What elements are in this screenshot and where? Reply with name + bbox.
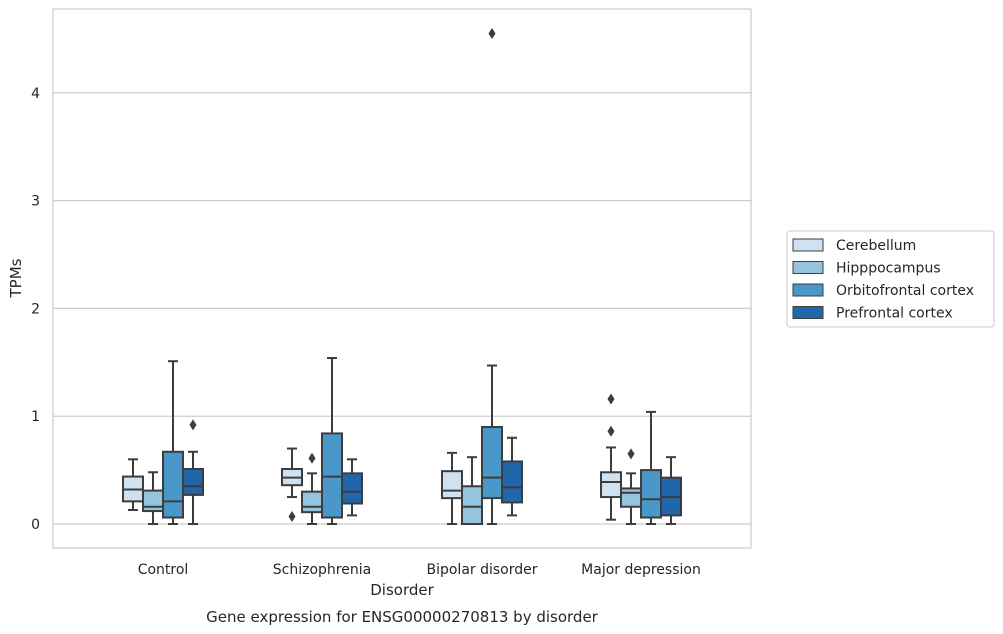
x-tick-label: Schizophrenia bbox=[273, 562, 371, 578]
legend-label: Prefrontal cortex bbox=[836, 306, 953, 322]
box-iqr bbox=[461, 485, 483, 525]
box-group bbox=[122, 458, 144, 511]
legend-label: Cerebellum bbox=[836, 238, 916, 254]
box-group bbox=[501, 436, 523, 517]
box-group bbox=[341, 458, 363, 517]
y-tick-label: 1 bbox=[31, 409, 40, 425]
box-iqr bbox=[501, 460, 523, 504]
outlier-point bbox=[627, 448, 635, 460]
legend-frame bbox=[786, 230, 995, 328]
outlier-point bbox=[288, 510, 296, 522]
legend-swatch bbox=[792, 261, 824, 274]
box-group bbox=[321, 356, 343, 525]
box-group bbox=[660, 456, 682, 525]
x-tick-label: Major depression bbox=[581, 562, 701, 578]
y-tick-label: 0 bbox=[31, 517, 40, 533]
y-tick-label: 4 bbox=[31, 86, 40, 102]
outlier-point bbox=[607, 425, 615, 437]
box-iqr bbox=[182, 468, 204, 496]
legend-swatch bbox=[792, 283, 824, 297]
box-group bbox=[441, 451, 463, 525]
outlier-point bbox=[189, 419, 197, 431]
box-iqr bbox=[301, 490, 323, 514]
box-iqr bbox=[640, 469, 662, 519]
legend-label: Hipppocampus bbox=[836, 261, 941, 277]
x-axis-label: Disorder bbox=[370, 581, 434, 599]
y-tick-label: 2 bbox=[31, 301, 40, 317]
x-tick-labels: Control Schizophrenia Bipolar disorder Majo… bbox=[138, 562, 701, 578]
box-group bbox=[182, 419, 204, 525]
box-iqr bbox=[600, 471, 622, 499]
outlier-point bbox=[308, 452, 316, 464]
box-group bbox=[481, 28, 503, 525]
box-iqr bbox=[162, 450, 184, 519]
legend: Cerebellum Hipppocampus Orbitofrontal cort… bbox=[786, 230, 995, 328]
y-axis-label: TPMs bbox=[7, 258, 25, 298]
legend-swatch bbox=[792, 306, 824, 319]
box-iqr bbox=[481, 425, 503, 500]
outlier-point bbox=[607, 393, 615, 405]
plot-area bbox=[52, 8, 752, 549]
y-tick-label: 3 bbox=[31, 194, 40, 210]
grid-lines bbox=[53, 92, 751, 525]
y-tick-labels: 0 1 2 3 4 bbox=[31, 86, 40, 533]
box-iqr bbox=[341, 472, 363, 505]
x-tick-label: Control bbox=[138, 562, 189, 578]
box-iqr bbox=[142, 489, 164, 513]
box-group bbox=[461, 456, 483, 525]
box-group bbox=[600, 393, 622, 521]
box-iqr bbox=[321, 432, 343, 519]
legend-swatch bbox=[792, 238, 824, 252]
box-iqr bbox=[441, 470, 463, 500]
x-tick-label: Bipolar disorder bbox=[426, 562, 537, 578]
outlier-point bbox=[488, 28, 496, 40]
box-group bbox=[162, 360, 184, 525]
box-iqr bbox=[620, 487, 642, 508]
legend-label: Orbitofrontal cortex bbox=[836, 283, 974, 299]
box-group bbox=[142, 471, 164, 525]
box-group bbox=[281, 447, 303, 522]
box-group bbox=[640, 410, 662, 525]
chart-caption: Gene expression for ENSG00000270813 by d… bbox=[206, 608, 599, 626]
box-group bbox=[620, 448, 642, 525]
box-group bbox=[301, 452, 323, 525]
box-series bbox=[122, 28, 682, 525]
